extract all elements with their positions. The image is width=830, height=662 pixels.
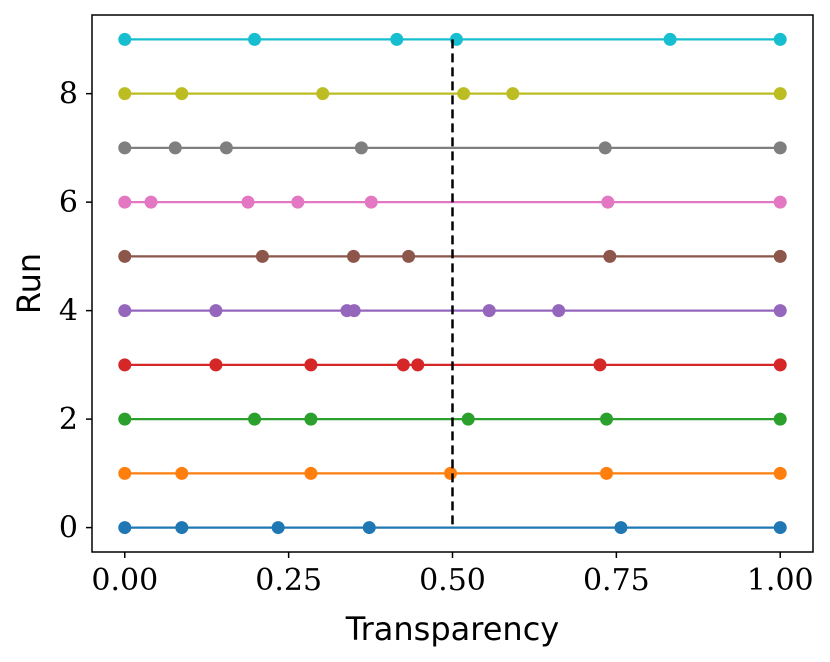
series-run-0 [118, 521, 787, 535]
data-point [552, 304, 566, 318]
data-point [118, 141, 132, 155]
data-point [248, 412, 262, 426]
data-point [175, 87, 189, 101]
x-tick-label: 0.00 [91, 563, 158, 598]
data-point [663, 32, 677, 46]
data-point [241, 195, 255, 209]
data-point [773, 358, 787, 372]
x-axis-label: Transparency [345, 610, 559, 648]
data-point [600, 466, 614, 480]
y-tick-label: 2 [59, 402, 78, 437]
data-point [506, 87, 520, 101]
data-point [364, 195, 378, 209]
data-point [390, 32, 404, 46]
data-point [461, 412, 475, 426]
data-point [593, 358, 607, 372]
data-point [168, 141, 182, 155]
y-axis-ticks: 0 2 4 6 8 [59, 77, 92, 546]
data-point [773, 195, 787, 209]
data-point [255, 249, 269, 263]
data-point [444, 466, 458, 480]
data-point [248, 32, 262, 46]
x-tick-label: 1.00 [747, 563, 814, 598]
x-tick-label: 0.25 [255, 563, 322, 598]
series-run-8 [118, 87, 787, 101]
data-point [118, 249, 132, 263]
data-point [219, 141, 233, 155]
data-point [118, 32, 132, 46]
data-point [773, 304, 787, 318]
y-axis-label: Run [10, 253, 48, 314]
data-point [773, 141, 787, 155]
data-point [118, 304, 132, 318]
data-point [402, 249, 416, 263]
data-point [118, 521, 132, 535]
data-point [118, 466, 132, 480]
data-point [347, 249, 361, 263]
data-point [773, 466, 787, 480]
data-point [411, 358, 425, 372]
data-point [354, 141, 368, 155]
series-run-1 [118, 466, 787, 480]
data-point [773, 412, 787, 426]
data-point [304, 466, 318, 480]
data-point [271, 521, 285, 535]
data-point [209, 358, 223, 372]
data-point [773, 32, 787, 46]
data-point [603, 249, 617, 263]
y-tick-label: 4 [59, 294, 78, 329]
data-point [773, 521, 787, 535]
data-point [209, 304, 223, 318]
data-point [614, 521, 628, 535]
data-point [175, 466, 189, 480]
x-axis-ticks: 0.00 0.25 0.50 0.75 1.00 [91, 552, 814, 598]
y-tick-label: 0 [59, 511, 78, 546]
data-point [144, 195, 158, 209]
data-point [118, 412, 132, 426]
y-tick-label: 6 [59, 185, 78, 220]
data-point [316, 87, 330, 101]
data-point [175, 521, 189, 535]
data-point [304, 412, 318, 426]
data-point [457, 87, 471, 101]
data-point [118, 358, 132, 372]
data-point [362, 521, 376, 535]
x-tick-label: 0.75 [583, 563, 650, 598]
data-point [598, 141, 612, 155]
data-point [291, 195, 305, 209]
x-tick-label: 0.50 [419, 563, 486, 598]
data-point [118, 87, 132, 101]
data-point [396, 358, 410, 372]
y-tick-label: 8 [59, 77, 78, 112]
data-point [304, 358, 318, 372]
data-point [600, 412, 614, 426]
data-point [773, 249, 787, 263]
data-point [773, 87, 787, 101]
data-point [347, 304, 361, 318]
data-point [482, 304, 496, 318]
series-run-7 [118, 141, 787, 155]
data-point [601, 195, 615, 209]
data-point [118, 195, 132, 209]
